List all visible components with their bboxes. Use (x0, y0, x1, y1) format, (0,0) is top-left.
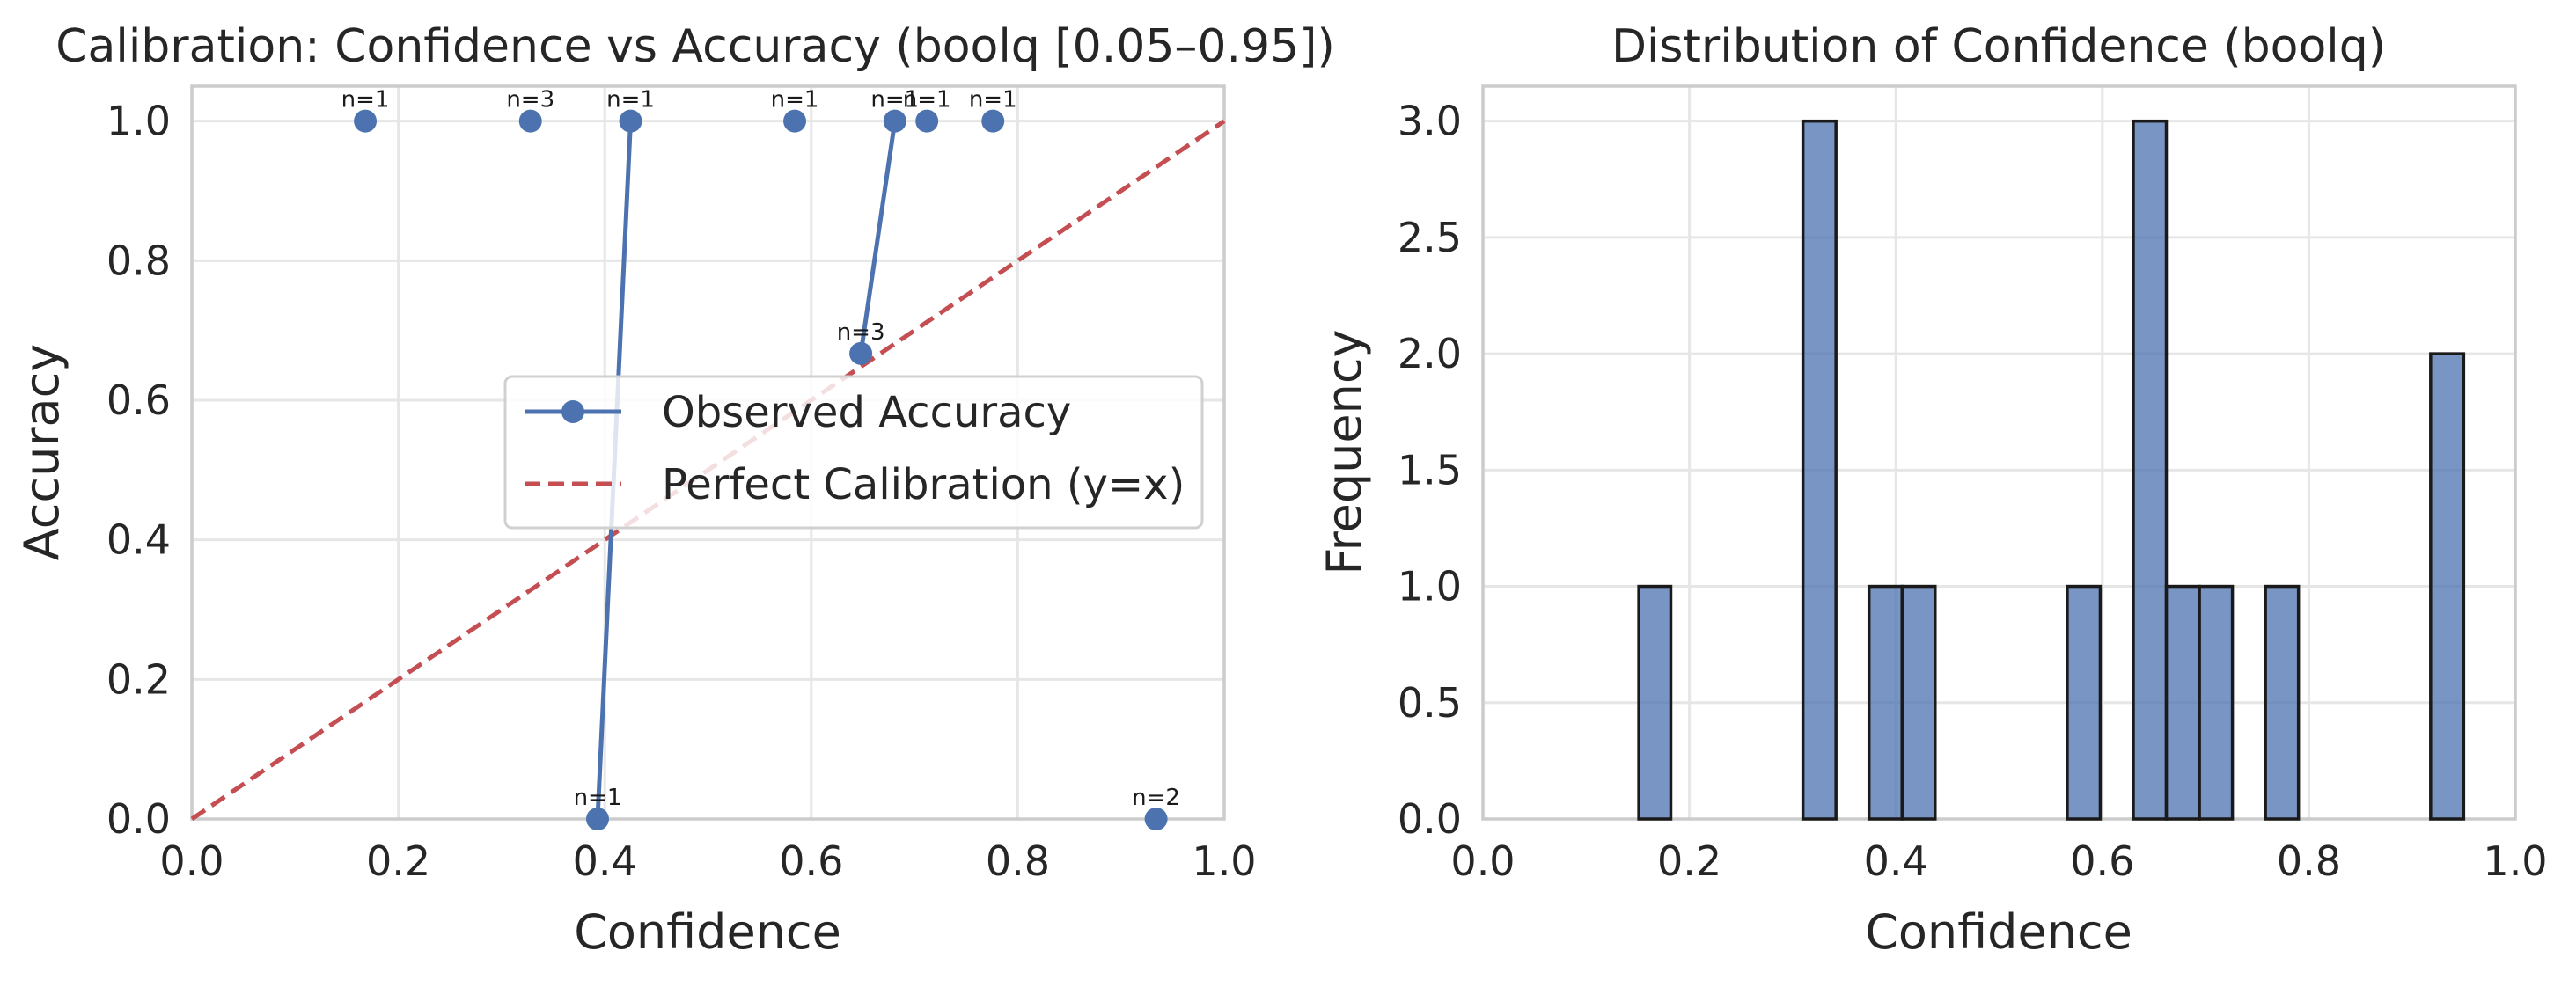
histogram-bar-9 (2429, 352, 2466, 821)
calibration-y-tick-1: 0.2 (106, 655, 171, 703)
histogram-y-tick-2: 1.0 (1398, 563, 1462, 610)
histogram-bar-7 (2198, 584, 2235, 821)
calibration-x-tick-0: 0.0 (159, 837, 224, 885)
histogram-bar-0 (1637, 584, 1673, 821)
observed-point-label-9: n=2 (1132, 785, 1180, 811)
observed-point-5 (849, 341, 873, 365)
observed-point-label-5: n=3 (837, 319, 885, 346)
histogram-y-tick-1: 0.5 (1398, 679, 1462, 727)
calibration-ticks: 0.0 0.2 0.4 0.6 0.8 1.0 0.0 0.2 0.4 0.6 0.8 1.0 (106, 98, 1257, 885)
observed-point-4 (783, 109, 807, 133)
histogram-y-tick-0: 0.0 (1398, 795, 1462, 843)
histogram-bar-1 (1801, 119, 1838, 821)
histogram-ticks: 0.0 0.2 0.4 0.6 0.8 1.0 0.0 0.5 1.0 1.5 2.0 2.5 3.0 (1398, 98, 2548, 885)
histogram-bar-3 (1900, 584, 1937, 821)
histogram-frame (1481, 84, 2517, 821)
histogram-y-tick-4: 2.0 (1398, 330, 1462, 377)
observed-point-2 (619, 109, 642, 133)
calibration-x-tick-2: 0.4 (573, 837, 637, 885)
histogram-y-tick-6: 3.0 (1398, 98, 1462, 145)
histogram-ylabel: Frequency (1317, 330, 1372, 575)
histogram-y-tick-5: 2.5 (1398, 214, 1462, 261)
calibration-frame (190, 84, 1226, 821)
histogram-bars (1637, 119, 2466, 821)
observed-point-label-0: n=1 (341, 87, 390, 113)
histogram-xlabel: Confidence (1865, 904, 2132, 960)
observed-point-0 (354, 109, 378, 133)
observed-point-7 (915, 109, 939, 133)
observed-point-label-2: n=1 (606, 87, 655, 113)
calibration-y-tick-0: 0.0 (106, 795, 171, 843)
observed-point-3 (585, 808, 609, 830)
calibration-y-tick-3: 0.6 (106, 377, 171, 424)
histogram-bar-6 (2164, 584, 2201, 821)
observed-point-label-6: n=1 (870, 87, 919, 113)
calibration-title: Calibration: Confidence vs Accuracy (boo… (55, 20, 1335, 73)
calibration-y-tick-4: 0.8 (106, 237, 171, 284)
observed-point-label-4: n=1 (771, 87, 819, 113)
calibration-y-tick-2: 0.4 (106, 516, 171, 564)
calibration-y-tick-5: 1.0 (106, 98, 171, 145)
histogram-x-tick-1: 0.2 (1657, 837, 1721, 885)
observed-accuracy-points (354, 109, 1168, 830)
histogram-bar-2 (1867, 584, 1904, 821)
histogram-bar-4 (2066, 584, 2103, 821)
histogram-title: Distribution of Confidence (boolq) (1611, 20, 2386, 73)
legend-observed-marker (561, 400, 584, 423)
legend: Observed Accuracy Perfect Calibration (y… (503, 375, 1204, 530)
observed-accuracy-labels: n=1 n=3 n=1n=1n=1n=3n=1n=1 n=1n=2 (341, 87, 1180, 811)
histogram-x-tick-0: 0.0 (1450, 837, 1515, 885)
observed-point-label-7: n=1 (903, 87, 951, 113)
observed-point-6 (883, 109, 906, 133)
histogram-x-tick-3: 0.6 (2070, 837, 2134, 885)
calibration-x-tick-5: 1.0 (1192, 837, 1256, 885)
legend-box (503, 375, 1204, 530)
observed-line-segment-1 (858, 119, 898, 356)
histogram-plot: Distribution of Confidence (boolq) 0.0 0.… (1317, 20, 2548, 960)
legend-ideal-label: Perfect Calibration (y=x) (662, 460, 1185, 509)
calibration-x-tick-3: 0.6 (779, 837, 843, 885)
observed-point-label-1: n=3 (506, 87, 554, 113)
observed-point-9 (1144, 808, 1168, 830)
histogram-bar-5 (2132, 119, 2169, 821)
observed-point-label-3: n=1 (574, 785, 622, 811)
histogram-x-tick-5: 1.0 (2483, 837, 2547, 885)
calibration-ylabel: Accuracy (14, 344, 70, 561)
calibration-x-tick-1: 0.2 (366, 837, 430, 885)
calibration-plot: Calibration: Confidence vs Accuracy (boo… (14, 20, 1335, 960)
histogram-x-tick-4: 0.8 (2277, 837, 2341, 885)
calibration-xlabel: Confidence (574, 904, 841, 960)
legend-observed-label: Observed Accuracy (662, 388, 1071, 437)
observed-point-8 (981, 109, 1005, 133)
observed-point-1 (518, 109, 542, 133)
observed-point-label-8: n=1 (969, 87, 1017, 113)
calibration-x-tick-4: 0.8 (986, 837, 1050, 885)
histogram-bar-8 (2264, 584, 2301, 821)
histogram-x-tick-2: 0.4 (1864, 837, 1928, 885)
histogram-y-tick-3: 1.5 (1398, 446, 1462, 494)
